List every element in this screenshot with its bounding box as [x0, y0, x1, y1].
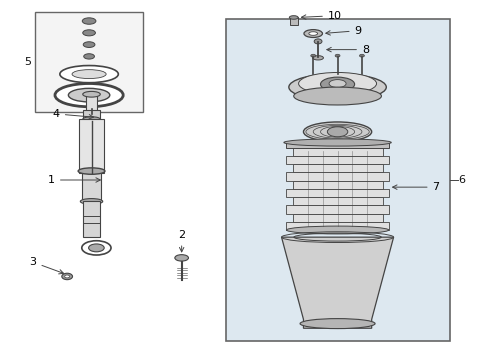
Ellipse shape — [83, 117, 100, 122]
Text: 10: 10 — [301, 11, 342, 21]
Bar — [83, 111, 100, 119]
Ellipse shape — [289, 74, 386, 100]
Polygon shape — [287, 222, 389, 230]
Ellipse shape — [303, 122, 372, 141]
Ellipse shape — [314, 39, 322, 44]
Ellipse shape — [72, 69, 106, 78]
Bar — [79, 119, 104, 173]
Text: 7: 7 — [392, 182, 440, 192]
Ellipse shape — [309, 32, 318, 35]
Polygon shape — [282, 237, 393, 328]
Ellipse shape — [329, 80, 346, 87]
Polygon shape — [287, 172, 389, 181]
Ellipse shape — [80, 199, 103, 204]
Bar — [287, 143, 389, 148]
Ellipse shape — [65, 275, 70, 278]
Ellipse shape — [284, 139, 392, 146]
Polygon shape — [293, 181, 383, 189]
Ellipse shape — [304, 30, 322, 37]
Ellipse shape — [82, 241, 111, 255]
Text: 9: 9 — [326, 26, 362, 36]
Bar — [86, 94, 98, 130]
Ellipse shape — [313, 56, 323, 60]
Ellipse shape — [287, 226, 389, 234]
Ellipse shape — [175, 255, 189, 261]
Bar — [290, 18, 297, 25]
Ellipse shape — [84, 54, 95, 59]
Polygon shape — [287, 156, 389, 164]
Ellipse shape — [60, 66, 118, 83]
Ellipse shape — [298, 72, 376, 95]
Bar — [82, 171, 101, 202]
Ellipse shape — [300, 319, 375, 329]
Polygon shape — [287, 205, 389, 213]
Ellipse shape — [55, 84, 123, 107]
Ellipse shape — [82, 18, 96, 24]
Ellipse shape — [84, 66, 94, 71]
Ellipse shape — [327, 127, 348, 137]
Ellipse shape — [289, 16, 298, 19]
Bar — [35, 12, 143, 112]
Ellipse shape — [89, 244, 104, 252]
Bar — [83, 202, 100, 237]
Polygon shape — [293, 213, 383, 222]
Text: 2: 2 — [178, 230, 185, 252]
Ellipse shape — [294, 87, 381, 105]
Ellipse shape — [62, 273, 73, 280]
Polygon shape — [293, 197, 383, 205]
Text: 8: 8 — [327, 45, 369, 55]
Ellipse shape — [83, 42, 95, 48]
Text: 3: 3 — [29, 257, 64, 274]
Ellipse shape — [83, 91, 100, 97]
Ellipse shape — [360, 54, 365, 57]
Ellipse shape — [311, 54, 316, 57]
Text: 6: 6 — [458, 175, 466, 185]
Text: 4: 4 — [53, 109, 94, 119]
Text: 1: 1 — [48, 175, 100, 185]
Ellipse shape — [69, 88, 110, 102]
Ellipse shape — [335, 54, 340, 57]
Bar — [225, 19, 450, 341]
Polygon shape — [293, 164, 383, 172]
Polygon shape — [287, 189, 389, 197]
Ellipse shape — [320, 77, 355, 91]
Ellipse shape — [86, 114, 97, 121]
Polygon shape — [293, 148, 383, 156]
Text: 5: 5 — [24, 57, 32, 67]
Ellipse shape — [83, 30, 96, 36]
Ellipse shape — [78, 168, 105, 174]
